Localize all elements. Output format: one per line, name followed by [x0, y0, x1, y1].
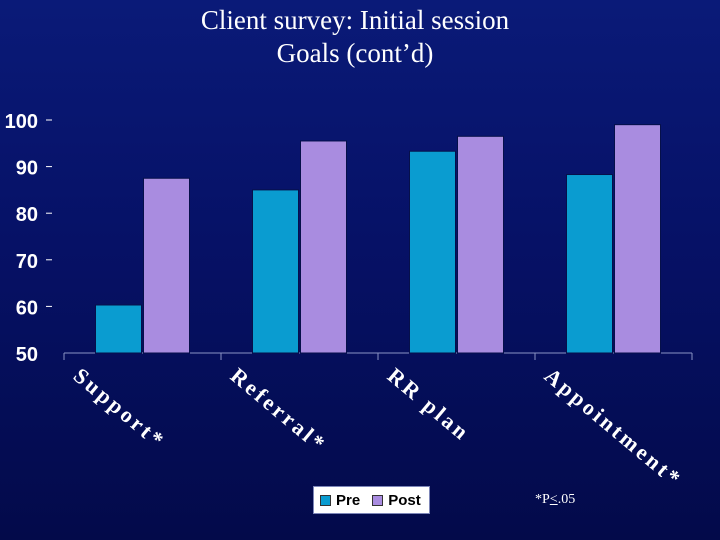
chart-title: Client survey: Initial session Goals (co… — [0, 4, 710, 70]
category-label-1: Referral* — [226, 363, 332, 458]
legend: Pre Post — [313, 486, 430, 514]
bar-pre-3 — [566, 174, 613, 354]
bars — [95, 124, 661, 354]
bar-pre-1 — [252, 189, 299, 354]
category-label-2: RR plan — [383, 363, 476, 446]
bar-post-2 — [457, 135, 504, 354]
y-tick-label: 90 — [16, 158, 38, 180]
y-tick-label: 50 — [16, 344, 38, 366]
category-label-0: Support* — [69, 363, 171, 454]
category-labels: Support* Referral* RR plan Appointment* — [69, 363, 688, 493]
title-line-1: Client survey: Initial session — [200, 5, 510, 35]
less-equal-symbol: < — [549, 492, 558, 507]
y-tick-label: 80 — [16, 204, 38, 226]
legend-swatch-pre — [320, 494, 331, 506]
title-line-2: Goals (cont’d) — [276, 38, 434, 68]
bar-pre-0 — [95, 304, 142, 354]
category-label-3: Appointment* — [540, 363, 688, 493]
significance-footnote: *P<.05 — [535, 492, 576, 507]
axes — [63, 352, 693, 360]
y-tick-label: 100 — [5, 111, 38, 133]
y-tick-label: 70 — [16, 251, 38, 273]
bar-post-0 — [143, 177, 190, 354]
y-tick-label: 60 — [16, 297, 38, 319]
bar-post-1 — [300, 140, 347, 354]
legend-label-post: Post — [388, 491, 421, 509]
legend-label-pre: Pre — [336, 491, 361, 509]
y-ticks: 100 90 80 70 60 50 — [5, 111, 52, 366]
legend-item-pre: Pre — [320, 492, 360, 509]
legend-swatch-post — [372, 494, 384, 506]
bar-post-3 — [614, 124, 661, 354]
bar-pre-2 — [409, 150, 456, 354]
legend-item-post: Post — [372, 492, 421, 509]
